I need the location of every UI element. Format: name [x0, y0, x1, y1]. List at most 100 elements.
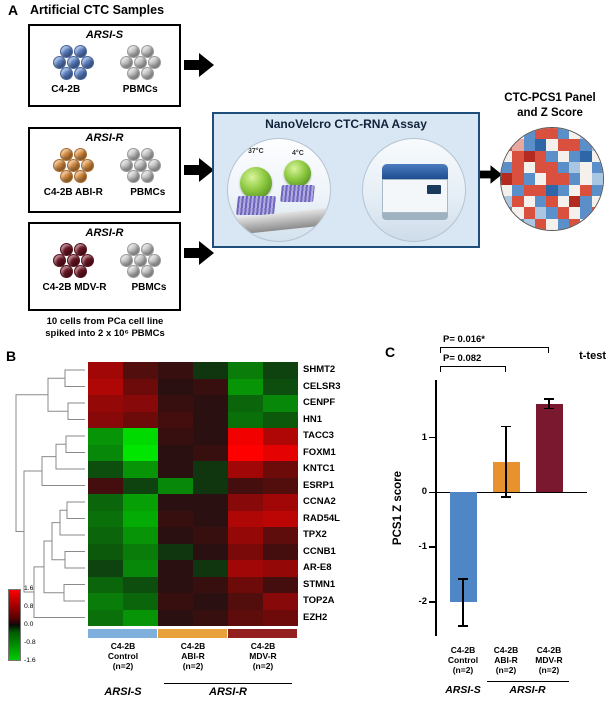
mosaic-cell	[501, 207, 513, 219]
gene-label: STMN1	[303, 578, 336, 590]
tumor-cell-icon	[53, 254, 67, 267]
heatmap-cell	[88, 576, 123, 593]
pbmc-cell-icon	[147, 254, 161, 267]
instrument-front	[382, 179, 448, 213]
pbmc-cell-cluster	[114, 243, 162, 279]
mosaic-cell	[546, 173, 558, 185]
cell-line-label: C4-2B ABI-R	[43, 187, 103, 198]
group-label-line: ABI-R	[181, 651, 205, 662]
mosaic-cell	[546, 139, 558, 151]
significance-bracket	[440, 347, 549, 353]
heatmap-cell	[158, 428, 193, 445]
significance-bracket	[440, 366, 506, 372]
y-tick	[429, 491, 435, 494]
mosaic-cell	[501, 139, 513, 151]
mosaic-cell	[534, 128, 547, 140]
y-tick-label: -1	[418, 541, 427, 553]
heatmap-cell	[263, 593, 298, 610]
assay-title: NanoVelcro CTC-RNA Assay	[265, 117, 427, 131]
mosaic-cell	[557, 184, 569, 196]
tumor-cell-icon	[60, 45, 74, 58]
group-label-line: (n=2)	[252, 661, 274, 672]
group-label-line: C4-2B	[250, 641, 276, 651]
output-title-line1: CTC-PCS1 Panel	[504, 92, 596, 104]
mosaic-cell	[557, 173, 569, 185]
pbmc-cell-icon	[126, 170, 140, 183]
tumor-cell-cluster	[47, 45, 95, 81]
mosaic-cell	[512, 150, 524, 162]
instrument-screen	[427, 185, 441, 194]
mosaic-cell	[557, 195, 569, 208]
mosaic-cell	[546, 161, 558, 174]
cell-clusters	[30, 243, 179, 279]
heatmap-grid	[88, 362, 298, 626]
heatmap-cell	[193, 461, 228, 478]
mosaic-cell	[501, 173, 513, 185]
heatmap-cell	[123, 593, 158, 610]
tumor-cell-cluster	[47, 148, 95, 184]
heatmap-cell	[88, 593, 123, 610]
axis-group-arsi-s: ARSI-S	[104, 686, 142, 698]
heatmap-cell	[263, 527, 298, 544]
mosaic-cell	[512, 128, 524, 140]
panel-a-title: Artificial CTC Samples	[30, 3, 165, 17]
heatmap-cell	[228, 560, 263, 577]
heatmap-cell	[263, 444, 298, 461]
mosaic-cell	[580, 218, 592, 230]
heatmap-cell	[88, 477, 123, 494]
cell-line-label: C4-2B	[51, 84, 81, 95]
heatmap-cell	[228, 362, 263, 379]
heatmap-cell	[228, 461, 263, 478]
heatmap-cell	[228, 527, 263, 544]
heatmap-cell	[263, 362, 298, 379]
mosaic-cell	[557, 161, 569, 174]
heatmap-cell	[228, 510, 263, 527]
bar-category-label: C4-2B Control (n=2)	[439, 645, 487, 676]
tumor-cell-icon	[67, 159, 81, 172]
heatmap-cell	[88, 609, 123, 626]
group-label-line: C4-2B	[110, 641, 136, 651]
tumor-cell-icon	[67, 254, 81, 267]
pbmc-cell-icon	[126, 67, 140, 80]
mosaic-cell	[534, 207, 547, 219]
mosaic-cell	[568, 150, 581, 162]
colorbar-tick: -1.6	[24, 657, 36, 664]
gene-labels: SHMT2 CELSR3 CENPF HN1 TACC3 FOXM1 KNTC1 ESRP1 C…	[303, 362, 365, 626]
pbmc-cell-icon	[126, 45, 140, 58]
heatmap-cell	[263, 461, 298, 478]
pbmc-cell-icon	[140, 265, 154, 278]
p-value-label: P= 0.082	[443, 353, 482, 364]
tumor-cell-icon	[60, 170, 74, 183]
heatmap-cell	[193, 411, 228, 428]
heatmap-cell	[88, 378, 123, 395]
mosaic-cell	[546, 218, 558, 230]
mosaic-cell	[568, 195, 581, 208]
mosaic-cell	[534, 150, 547, 162]
p-value-label: P= 0.016*	[443, 334, 485, 345]
gene-label: TACC3	[303, 430, 334, 441]
pbmc-cell-cluster	[114, 45, 162, 81]
assay-box: NanoVelcro CTC-RNA Assay 37°C 4°C	[212, 112, 480, 248]
heatmap-cell	[158, 510, 193, 527]
mosaic-cell	[523, 150, 535, 162]
heatmap-cell	[88, 543, 123, 560]
bar-category-line: C4-2B	[493, 645, 519, 655]
mosaic-cell	[568, 128, 581, 140]
heatmap-cell	[123, 362, 158, 379]
mosaic-cell	[580, 173, 592, 185]
mosaic-cell	[580, 139, 592, 151]
sequencer-image	[362, 138, 466, 242]
heatmap-cell	[88, 444, 123, 461]
panel-c: C t-test P= 0.016* P= 0.082 PCS1 Z score…	[385, 334, 612, 714]
heatmap-cell	[193, 609, 228, 626]
colorbar-tick: 0.8	[24, 603, 34, 610]
heatmap-cell	[158, 461, 193, 478]
heatmap-cell	[193, 362, 228, 379]
group-label-line: MDV-R	[249, 651, 277, 662]
mosaic-cell	[512, 161, 524, 174]
heatmap-cell	[123, 560, 158, 577]
heatmap-cell	[263, 428, 298, 445]
group-label-line: (n=2)	[182, 661, 204, 672]
panel-a-label: A	[8, 2, 19, 18]
heatmap-cell	[158, 411, 193, 428]
